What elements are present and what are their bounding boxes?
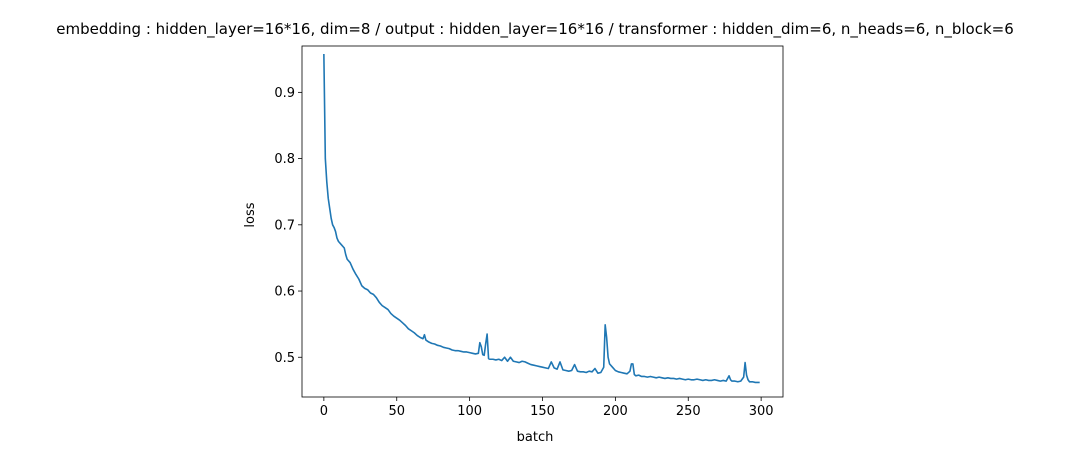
x-tick-label-200: 200 [603, 404, 628, 419]
x-axis-label: batch [517, 430, 554, 445]
y-tick-label-4: 0.9 [274, 86, 295, 101]
y-tick-label-1: 0.6 [274, 285, 295, 300]
x-tick-label-150: 150 [530, 404, 555, 419]
y-axis-label: loss [243, 202, 258, 227]
x-tick-label-0: 0 [320, 404, 328, 419]
x-tick-label-100: 100 [457, 404, 482, 419]
y-tick-label-0: 0.5 [274, 351, 295, 366]
x-tick-label-50: 50 [388, 404, 405, 419]
x-tick-label-300: 300 [749, 404, 774, 419]
y-tick-label-2: 0.7 [274, 218, 295, 233]
y-tick-label-3: 0.8 [274, 152, 295, 167]
axes-frame [301, 45, 784, 398]
plot-area: 0 50 100 150 200 250 300 0.5 0.6 0.7 0.8 0.9 [274, 45, 784, 419]
x-tick-label-250: 250 [676, 404, 701, 419]
chart-title: embedding : hidden_layer=16*16, dim=8 / … [56, 20, 1014, 39]
series-line-0 [323, 53, 760, 384]
